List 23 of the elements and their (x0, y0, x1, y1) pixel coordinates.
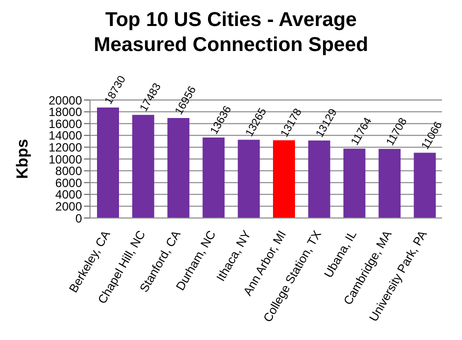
bar (308, 140, 330, 218)
bar (132, 114, 154, 218)
bar (238, 140, 260, 218)
bar (343, 148, 366, 218)
y-tick-label: 16000 (48, 116, 82, 131)
y-tick-label: 2000 (55, 199, 82, 214)
y-tick-label: 8000 (55, 164, 82, 178)
bar (273, 140, 295, 218)
bar (167, 118, 190, 218)
y-tick-label: 4000 (55, 188, 82, 202)
y-tick-label: 18000 (48, 105, 82, 120)
y-tick-label: 20000 (48, 93, 82, 108)
chart-title: Top 10 US Cities - Average Measured Connection Speed (92, 8, 370, 58)
y-tick-label: 12000 (48, 140, 82, 154)
y-axis-title: Kbps (14, 138, 32, 179)
y-tick-label: 0 (75, 211, 82, 226)
bar (378, 148, 401, 218)
y-tick-label: 14000 (48, 128, 82, 143)
y-tick-label: 10000 (48, 152, 82, 166)
bar (202, 138, 225, 218)
bar (414, 152, 436, 218)
y-tick-label: 6000 (55, 176, 82, 190)
bar (97, 107, 119, 218)
